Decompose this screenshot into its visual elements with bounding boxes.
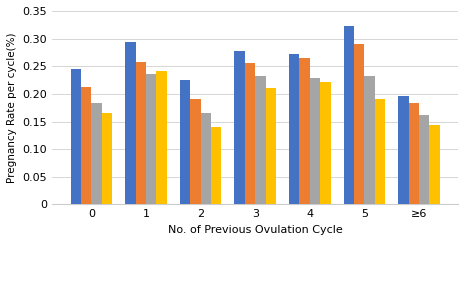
Bar (344, 26, 354, 204)
Bar (365, 76, 375, 204)
Bar (375, 99, 385, 204)
Bar (265, 88, 276, 204)
Bar (211, 127, 221, 204)
Bar (91, 103, 102, 204)
Bar (310, 78, 320, 204)
Bar (71, 69, 81, 204)
Bar (180, 80, 190, 204)
X-axis label: No. of Previous Ovulation Cycle: No. of Previous Ovulation Cycle (168, 225, 343, 235)
Bar (146, 74, 156, 204)
Bar (201, 113, 211, 204)
Y-axis label: Pregnancy Rate per cycle(%): Pregnancy Rate per cycle(%) (7, 32, 17, 183)
Bar (398, 95, 409, 204)
Bar (136, 62, 146, 204)
Bar (419, 116, 429, 204)
Bar (255, 76, 265, 204)
Bar (354, 44, 365, 204)
Bar (300, 58, 310, 204)
Bar (156, 71, 167, 204)
Bar (409, 103, 419, 204)
Bar (429, 125, 440, 204)
Bar (81, 87, 91, 204)
Bar (245, 63, 255, 204)
Bar (190, 99, 201, 204)
Bar (125, 43, 136, 204)
Bar (102, 113, 112, 204)
Bar (289, 54, 300, 204)
Legend: Biochemical Pregnancy, Clincal Pregnancy, Ongoing Pregnancy, Live Birth: Biochemical Pregnancy, Clincal Pregnancy… (63, 283, 447, 284)
Bar (320, 82, 330, 204)
Bar (235, 51, 245, 204)
